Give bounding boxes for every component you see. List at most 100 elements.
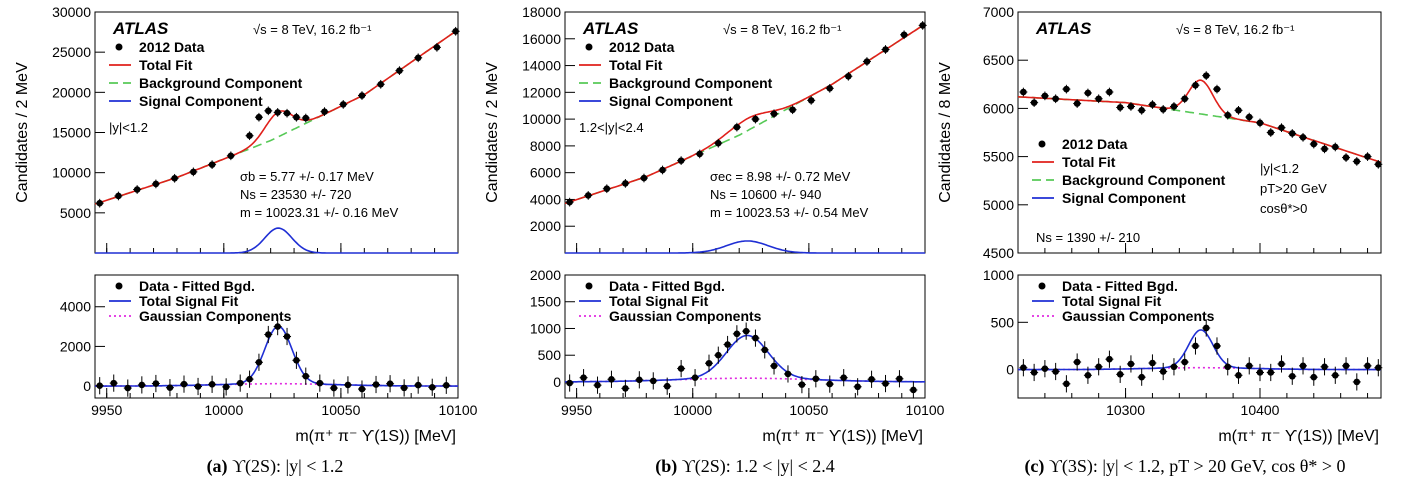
y-tick-label: 7000 — [983, 4, 1014, 20]
total-signal-fit-line — [565, 334, 925, 383]
data-point — [1084, 371, 1092, 379]
data-point — [152, 180, 160, 188]
data-point — [1267, 129, 1275, 136]
data-point — [208, 161, 216, 168]
data-point — [1353, 158, 1361, 165]
data-point — [1267, 369, 1275, 376]
y-tick-label: 10000 — [522, 111, 561, 127]
x-tick-label: 10000 — [204, 402, 243, 418]
x-tick-label: 9950 — [561, 402, 592, 418]
x-tick-label: 10100 — [439, 402, 478, 418]
y-tick-label: 1000 — [983, 267, 1014, 283]
caption-b-tag: (b) — [655, 456, 678, 476]
fit-result: Ns = 1390 +/- 210 — [1036, 230, 1140, 245]
data-point — [733, 330, 741, 338]
region-label: |y|<1.2 — [109, 120, 148, 135]
y-tick-label: 8000 — [530, 138, 561, 154]
data-point — [358, 92, 366, 99]
data-point — [1342, 362, 1350, 370]
data-point — [302, 114, 310, 122]
data-point — [1235, 371, 1242, 379]
data-point — [1073, 358, 1081, 366]
experiment-label: ATLAS — [112, 19, 169, 38]
data-point — [1095, 95, 1102, 103]
data-point — [1353, 378, 1361, 386]
data-point — [1299, 362, 1307, 370]
data-point — [705, 359, 713, 367]
legend-label: Background Component — [139, 75, 303, 91]
top-pad-b: 2000 4000 6000 8000 10000 12000 14000 16000 1800… — [484, 4, 927, 254]
y-tick-label: 6000 — [530, 165, 561, 181]
fit-result: m = 10023.31 +/- 0.16 MeV — [240, 205, 399, 220]
legend-label: Total Signal Fit — [139, 293, 239, 309]
data-point — [896, 375, 903, 383]
data-point — [344, 381, 352, 389]
data-point — [677, 157, 685, 164]
data-point — [1256, 119, 1264, 127]
data-point — [339, 101, 347, 108]
data-point — [1202, 324, 1210, 332]
data-point — [752, 334, 759, 342]
data-point — [784, 370, 792, 378]
chart-panel-a: 50001000015000200002500030000Candidates … — [14, 4, 478, 445]
data-point — [208, 381, 216, 388]
data-point — [321, 108, 328, 115]
plot-frame — [1017, 274, 1382, 399]
legend-data-marker — [585, 43, 593, 51]
y-tick-label: 0 — [1006, 362, 1014, 378]
y-tick-label: 1500 — [530, 294, 561, 310]
caption-c-tag: (c) — [1024, 456, 1045, 476]
bottom-pad-b: 0 500 1000 1500 2000 9950 10000 10050 10100 m(π⁺ … — [530, 267, 945, 445]
selection-label: pT>20 GeV — [1260, 181, 1327, 196]
data-point — [400, 384, 408, 392]
data-point — [293, 113, 300, 121]
data-point — [1288, 372, 1296, 380]
y-tick-label: 2000 — [60, 338, 91, 354]
legend-data-marker — [115, 282, 123, 290]
data-point — [222, 383, 230, 391]
data-point — [724, 341, 731, 348]
region-label: |y|<1.2 — [1260, 161, 1299, 176]
fit-result: Ns = 23530 +/- 720 — [240, 187, 351, 202]
data-point — [1375, 161, 1382, 168]
y-tick-label: 6000 — [983, 100, 1014, 116]
legend-data-marker — [115, 43, 123, 51]
data-point — [1181, 95, 1189, 103]
data-point — [1138, 107, 1145, 114]
data-point — [1224, 363, 1232, 371]
legend-label: 2012 Data — [1062, 136, 1128, 152]
fit-result: σb = 5.77 +/- 0.17 MeV — [240, 169, 374, 184]
data-point — [566, 379, 573, 387]
caption-c: (c) ϒ(3S): |y| < 1.2, pT > 20 GeV, cos θ… — [960, 456, 1410, 477]
data-point — [1342, 154, 1350, 161]
y-tick-label: 5500 — [983, 149, 1014, 165]
data-point — [96, 199, 103, 207]
data-point — [1138, 373, 1145, 381]
data-point — [845, 72, 852, 80]
data-point — [1331, 371, 1339, 379]
legend-label: Gaussian Components — [609, 308, 762, 324]
data-point — [138, 381, 146, 389]
y-tick-label: 12000 — [522, 84, 561, 100]
plot-frame — [1017, 11, 1382, 254]
data-point — [742, 327, 750, 335]
data-point — [1020, 364, 1027, 372]
data-point — [882, 380, 889, 387]
data-point — [1084, 89, 1092, 97]
data-point — [659, 166, 666, 174]
data-point — [1170, 103, 1178, 110]
data-point — [608, 375, 615, 383]
legend-label: Data - Fitted Bgd. — [139, 278, 255, 294]
x-tick-label: 10050 — [789, 402, 828, 418]
energy-label: √s = 8 TeV, 16.2 fb⁻¹ — [253, 22, 372, 37]
y-tick-label: 5000 — [60, 205, 91, 221]
signal-component-line — [565, 240, 925, 254]
data-point — [584, 192, 592, 199]
y-tick-label: 6500 — [983, 52, 1014, 68]
data-point — [1192, 342, 1199, 350]
data-point — [1041, 365, 1049, 372]
experiment-label: ATLAS — [1035, 19, 1092, 38]
data-point — [1245, 362, 1253, 370]
data-point — [677, 365, 685, 372]
